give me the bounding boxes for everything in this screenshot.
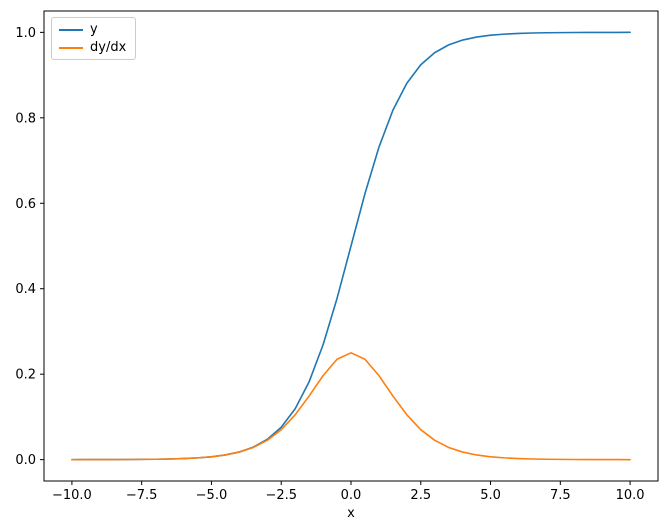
y-tick-label: 0.0 (15, 453, 36, 468)
y-tick-label: 0.8 (15, 111, 36, 126)
x-tick-label: −5.0 (196, 488, 228, 503)
x-tick-label: −10.0 (52, 488, 92, 503)
legend-entry-dydx: dy/dx (59, 41, 126, 54)
y-tick-label: 0.6 (15, 197, 36, 212)
y-tick-label: 0.2 (15, 368, 36, 383)
legend-line-y-icon (59, 28, 83, 31)
x-axis-label: x (347, 506, 355, 521)
legend-line-dydx-icon (59, 46, 83, 49)
legend-label-y: y (90, 22, 98, 37)
x-tick-label: 2.5 (410, 488, 431, 503)
series-line-0 (71, 31, 631, 461)
x-tick-label: 10.0 (616, 488, 645, 503)
x-tick-label: 5.0 (480, 488, 501, 503)
x-tick-label: 0.0 (341, 488, 362, 503)
series-line-1 (71, 352, 631, 461)
legend-entry-y: y (59, 23, 126, 36)
legend-label-dydx: dy/dx (90, 40, 127, 55)
y-tick-label: 0.4 (15, 282, 36, 297)
x-tick-label: −2.5 (265, 488, 297, 503)
x-tick-label: 7.5 (550, 488, 571, 503)
y-tick-label: 1.0 (15, 26, 36, 41)
x-tick-label: −7.5 (126, 488, 158, 503)
legend: y dy/dx (51, 17, 137, 60)
